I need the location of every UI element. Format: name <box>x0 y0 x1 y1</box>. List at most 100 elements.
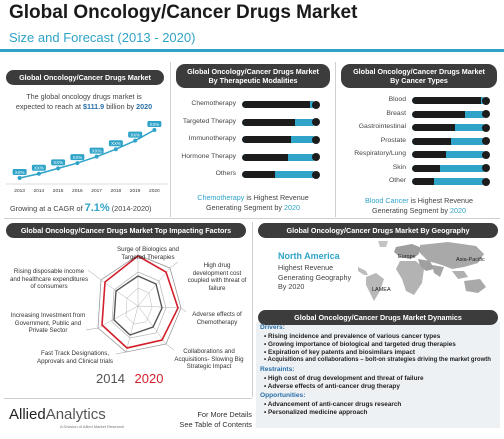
data-label-bg <box>70 154 85 161</box>
dynamics-restraints-label: Restraints: <box>260 366 295 373</box>
therapeutic-caption-year: 2020 <box>283 202 300 212</box>
map-australia <box>464 279 486 293</box>
bar-fill <box>412 124 455 131</box>
growth-point <box>36 171 41 176</box>
x-tick-label: 2019 <box>130 188 141 194</box>
growth-point <box>113 147 118 152</box>
therapeutic-panel-header: Global Oncology/Cancer Drugs Market By T… <box>176 64 330 88</box>
dynamics-driver: • Growing importance of biological and t… <box>264 341 456 348</box>
dynamics-panel-header: Global Oncology/Cancer Drugs Market Dyna… <box>258 310 498 325</box>
map-africa <box>396 261 424 295</box>
map-middle-east <box>418 259 434 271</box>
radar-series-2020 <box>101 255 179 349</box>
radar-spokes <box>97 255 182 353</box>
x-tick-label: 2014 <box>34 188 45 194</box>
x-tick-label: 2015 <box>53 188 64 194</box>
dynamics-restraint-text: Adverse effects of anti-cancer drug ther… <box>267 383 400 390</box>
market-year: 2020 <box>136 102 153 111</box>
bar-label: Immunotherapy <box>188 135 236 142</box>
factor-label: Surge of Biologics and Targeted Therapie… <box>117 246 179 261</box>
bar-end-cap <box>312 100 320 109</box>
page-subtitle: Size and Forecast (2013 - 2020) <box>9 30 196 45</box>
data-label: XX% <box>53 160 63 165</box>
bar-track <box>412 178 486 185</box>
bar-fill <box>242 153 288 161</box>
map-europe <box>394 244 422 259</box>
bar-end-cap <box>482 150 490 159</box>
divider <box>170 62 171 217</box>
therapeutic-caption-line2: Generating Segment by <box>206 202 282 212</box>
logo-word-2: Analytics <box>45 406 106 423</box>
dynamics-driver: • Rising incidence and prevalence of var… <box>264 333 441 340</box>
factor-leader-lines <box>85 248 187 355</box>
factors-panel-header: Global Oncology/Cancer Drugs Market Top … <box>6 223 246 238</box>
bar-label: Respiratory/Lung <box>354 150 406 157</box>
data-label: XX% <box>34 166 44 171</box>
map-greenland <box>378 241 388 247</box>
factor-label: Collaborations and Acquisitions- Slowing… <box>174 348 244 371</box>
bar-end-cap <box>482 137 490 145</box>
map-central-america <box>358 267 368 275</box>
geography-text-line3: By 2020 <box>278 282 305 291</box>
dynamics-driver: • Expiration of key patents and biosimil… <box>264 349 416 356</box>
map-se-asia <box>452 271 468 279</box>
cagr-value: 7.1% <box>84 202 110 214</box>
divider <box>252 222 253 397</box>
bar-track <box>242 136 316 143</box>
data-label: XX% <box>130 132 140 137</box>
therapeutic-caption-rest: is Highest Revenue <box>246 193 309 202</box>
bar-end-cap <box>312 118 320 126</box>
bar-track <box>242 171 316 178</box>
market-text-1: The global oncology drugs market is <box>26 92 142 101</box>
bar-label: Skin <box>392 163 406 171</box>
therapeutic-caption: Chemotherapy is Highest Revenue Generati… <box>176 193 330 212</box>
factors-radar-chart <box>85 248 187 355</box>
x-tick-label: 2018 <box>111 188 122 194</box>
geography-text-line2: Generating Geography <box>278 272 352 282</box>
data-label: XX% <box>15 170 25 175</box>
bar-fill <box>242 171 276 178</box>
factor-label: High drug development cost coupled with … <box>187 262 247 292</box>
geography-panel-header: Global Oncology/Cancer Drugs Market By G… <box>258 223 498 238</box>
dynamics-drivers-label: Drivers: <box>260 324 285 331</box>
cancer-types-caption-line2: Generating Segment by <box>372 205 448 215</box>
world-map <box>358 241 486 301</box>
geography-text: Highest Revenue Generating Geography By … <box>278 263 351 292</box>
therapeutic-caption-highlight: Chemotherapy <box>197 193 245 202</box>
bar-track <box>412 137 486 145</box>
bar-fill <box>412 137 452 145</box>
dynamics-opportunities-label: Opportunities: <box>260 392 306 399</box>
map-asia <box>420 242 484 269</box>
bar-label: Breast <box>386 109 406 117</box>
bar-fill <box>242 101 311 108</box>
market-summary: The global oncology drugs market is expe… <box>0 92 168 112</box>
map-south-asia <box>432 265 444 277</box>
bar-fill <box>242 118 296 126</box>
cancer-types-header-line1: Global Oncology/Cancer Drugs Market <box>353 67 485 76</box>
bar-label: Blood <box>388 96 406 103</box>
market-text-3: billion by <box>106 102 135 111</box>
geography-highlight-region: North America <box>278 251 340 261</box>
map-label-europe: Europe <box>398 254 416 260</box>
cagr-line: Growing at a CAGR of 7.1% (2014-2020) <box>10 202 170 214</box>
dynamics-opportunity-text: Personalized medicine approach <box>268 409 368 416</box>
geography-text-line1: Highest Revenue <box>278 263 334 272</box>
data-label: XX% <box>150 122 160 127</box>
cancer-types-caption-highlight: Blood Cancer <box>365 196 409 205</box>
bar-track <box>412 110 486 118</box>
data-label-bg <box>128 131 143 138</box>
more-details: For More Details See Table of Contents <box>160 410 252 430</box>
cancer-types-header-line2: By Cancer Types <box>390 76 448 85</box>
dynamics-driver-text: Rising incidence and prevalence of vario… <box>268 333 441 340</box>
radar-grid <box>97 254 182 353</box>
bar-end-cap <box>312 153 320 161</box>
bar-label: Gastrointestinal <box>358 123 406 130</box>
bar-label: Others <box>215 170 236 177</box>
bar-track <box>242 101 316 108</box>
dynamics-opportunity: • Advancement of anti-cancer drugs resea… <box>264 401 402 408</box>
bar-fill <box>412 164 441 172</box>
radar-series-2014 <box>113 275 163 336</box>
dynamics-driver: • Acquisitions and collaborations – bolt… <box>264 357 491 363</box>
bar-label: Chemotherapy <box>191 100 236 107</box>
radar-legend: 2014 2020 <box>96 371 163 386</box>
